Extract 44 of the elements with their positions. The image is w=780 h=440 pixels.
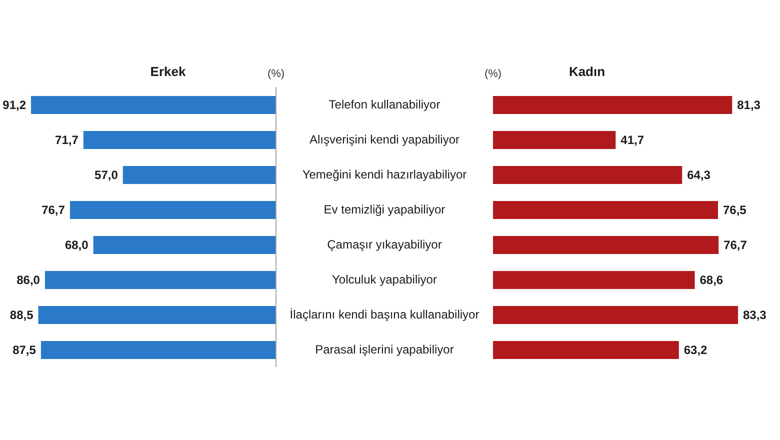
bar	[83, 131, 276, 149]
data-label: 83,3	[743, 308, 767, 322]
y-tick-label: Telefon kullanabiliyor	[328, 98, 440, 112]
bar	[493, 306, 738, 324]
bar	[40, 341, 276, 359]
bar	[31, 96, 276, 114]
data-label: 71,7	[55, 133, 79, 147]
data-label: 41,7	[620, 133, 644, 147]
bar	[493, 341, 679, 359]
data-label: 87,5	[12, 343, 36, 357]
y-tick-label: Çamaşır yıkayabiliyor	[327, 238, 442, 252]
y-tick-label: Yolculuk yapabiliyor	[332, 272, 437, 286]
x-axis-title: (%)	[484, 68, 502, 80]
data-label: 91,2	[2, 98, 26, 112]
data-label: 86,0	[16, 273, 40, 287]
bar	[93, 236, 276, 254]
bar	[493, 96, 732, 114]
data-label: 76,5	[723, 203, 747, 217]
data-label: 57,0	[94, 168, 118, 182]
y-tick-label: Alışverişini kendi yapabiliyor	[309, 132, 460, 146]
y-tick-label: Yemeğini kendi hazırlayabiliyor	[302, 168, 467, 182]
data-label: 68,6	[700, 273, 724, 287]
bar	[493, 271, 695, 289]
bar	[493, 236, 719, 254]
x-axis-title: (%)	[267, 68, 285, 80]
data-label: 76,7	[724, 238, 748, 252]
bar	[493, 201, 718, 219]
data-label: 68,0	[64, 238, 89, 252]
bar	[493, 166, 682, 184]
data-label: 76,7	[42, 203, 66, 217]
chart-title: Kadın	[568, 64, 606, 79]
bar	[44, 271, 276, 289]
bar	[122, 166, 276, 184]
data-label: 63,2	[684, 343, 708, 357]
y-tick-label: İlaçlarını kendi başına kullanabiliyor	[290, 308, 480, 322]
data-label: 81,3	[737, 98, 761, 112]
y-tick-label: Parasal işlerini yapabiliyor	[315, 342, 454, 356]
y-tick-label: Ev temizliği yapabiliyor	[324, 202, 446, 216]
bar	[70, 201, 276, 219]
data-label: 64,3	[687, 168, 711, 182]
bar	[493, 131, 616, 149]
bar	[38, 306, 276, 324]
chart-title: Erkek	[150, 64, 186, 79]
data-label: 88,5	[10, 308, 34, 322]
